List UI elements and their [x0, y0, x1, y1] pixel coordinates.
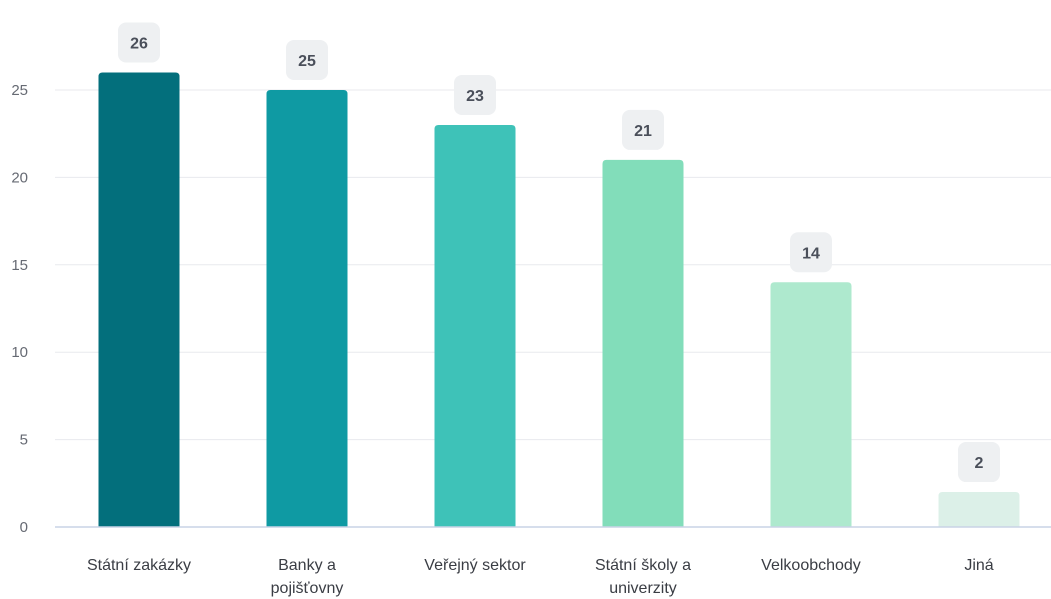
category-labels-layer: Státní zakázky Banky a pojišťovny Veřejný s… [87, 557, 994, 597]
data-label-1: 25 [286, 40, 328, 80]
bar-5 [938, 492, 1020, 527]
data-label-text: 21 [634, 123, 652, 140]
x-tick-label: Jiná [964, 557, 993, 574]
y-tick-label: 20 [11, 169, 28, 186]
x-tick-label: Velkoobchody [761, 557, 861, 574]
x-tick-label: Státní zakázky [87, 557, 191, 574]
y-tick-label: 15 [11, 257, 28, 274]
bar-3 [602, 159, 684, 528]
data-label-4: 14 [790, 232, 832, 273]
x-tick-label: Veřejný sektor [424, 557, 526, 574]
data-label-text: 26 [130, 36, 148, 53]
data-label-box [622, 109, 664, 150]
data-label-box [790, 232, 832, 273]
data-label-2: 23 [454, 74, 496, 115]
data-label-text: 14 [802, 245, 820, 262]
bar-1 [266, 90, 348, 527]
bar-0 [98, 72, 180, 528]
y-tick-label: 10 [11, 344, 28, 361]
y-tick-label: 5 [20, 432, 28, 449]
bar-2 [434, 124, 516, 528]
y-tick-label: 0 [20, 519, 28, 536]
axis-layer: 0 5 10 15 20 25 [11, 82, 1051, 536]
data-label-text: 2 [975, 455, 984, 472]
data-label-5: 2 [958, 442, 1000, 483]
data-label-box [958, 442, 1000, 483]
data-label-text: 23 [466, 88, 484, 105]
data-labels-layer: 26 25 23 21 14 2 [118, 22, 1000, 483]
data-label-box [454, 74, 496, 115]
grid-layer [55, 89, 1051, 441]
data-label-3: 21 [622, 109, 664, 150]
bar-4 [770, 282, 852, 527]
x-tick-label: Banky a pojišťovny [271, 557, 344, 597]
bars-layer [98, 72, 1020, 528]
data-label-0: 26 [118, 22, 160, 63]
data-label-text: 25 [298, 53, 316, 70]
x-tick-label: Státní školy a univerzity [595, 557, 691, 597]
data-label-box [286, 40, 328, 80]
data-label-box [118, 22, 160, 63]
y-tick-label: 25 [11, 82, 28, 99]
